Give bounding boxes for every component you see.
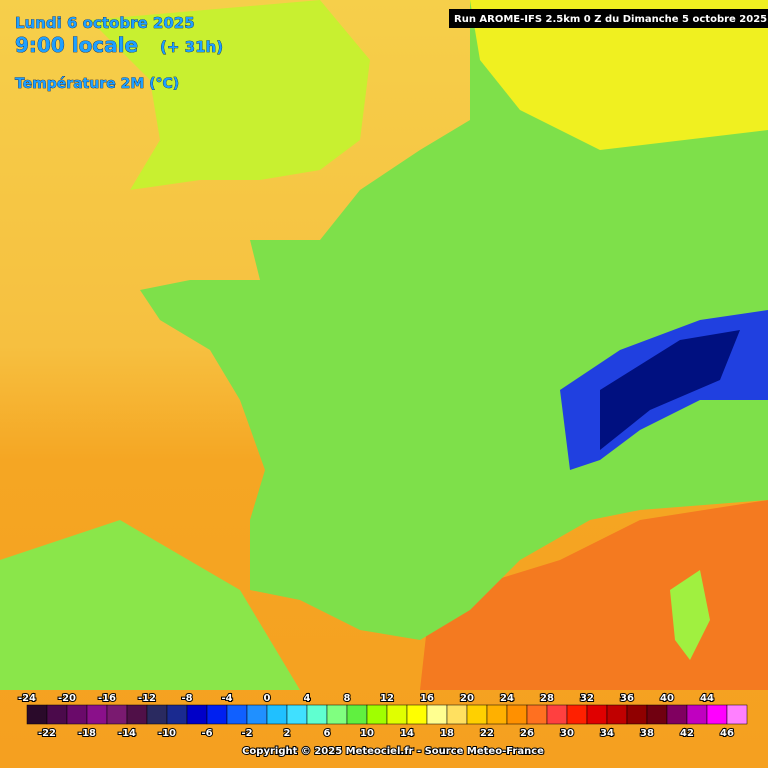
copyright: Copyright © 2025 Meteociel.fr - Source M… — [242, 746, 544, 757]
legend-swatch — [66, 704, 88, 725]
legend-label: 22 — [480, 728, 494, 739]
legend-label: 38 — [640, 728, 654, 739]
legend-swatch — [406, 704, 428, 725]
britain — [90, 0, 370, 190]
legend-label: 6 — [324, 728, 331, 739]
corsica — [670, 570, 710, 660]
legend-label: -6 — [201, 728, 212, 739]
legend-label: -2 — [241, 728, 252, 739]
legend-swatch — [86, 704, 108, 725]
legend-label: 24 — [500, 693, 514, 704]
legend-label: 42 — [680, 728, 694, 739]
north-land — [470, 0, 768, 150]
time: 9:00 locale — [15, 33, 138, 57]
legend-label: -24 — [18, 693, 36, 704]
legend-swatch — [106, 704, 128, 725]
run-info: Run AROME-IFS 2.5km 0 Z du Dimanche 5 oc… — [454, 14, 767, 25]
legend-swatch — [546, 704, 568, 725]
legend-swatch — [586, 704, 608, 725]
legend-label: 10 — [360, 728, 374, 739]
legend-swatch — [466, 704, 488, 725]
legend-label: 14 — [400, 728, 414, 739]
legend-label: -18 — [78, 728, 96, 739]
legend-swatch — [226, 704, 248, 725]
legend-swatch — [26, 704, 48, 725]
legend-label: 26 — [520, 728, 534, 739]
legend-label: 0 — [264, 693, 271, 704]
legend-swatch — [646, 704, 668, 725]
land — [140, 0, 768, 640]
legend-label: 2 — [284, 728, 291, 739]
legend-swatch — [306, 704, 328, 725]
legend-label: -20 — [58, 693, 76, 704]
legend-swatch — [426, 704, 448, 725]
legend-label: 30 — [560, 728, 574, 739]
legend-swatch — [386, 704, 408, 725]
legend-label: 28 — [540, 693, 554, 704]
legend-label: 36 — [620, 693, 634, 704]
legend-label: -10 — [158, 728, 176, 739]
legend-swatch — [706, 704, 728, 725]
legend-label: 46 — [720, 728, 734, 739]
legend-swatch — [566, 704, 588, 725]
legend-label: 20 — [460, 693, 474, 704]
legend-label: -16 — [98, 693, 116, 704]
alps-high — [600, 330, 740, 450]
legend-swatch — [126, 704, 148, 725]
offset: (+ 31h) — [160, 38, 223, 56]
legend-swatch — [686, 704, 708, 725]
legend-label: 12 — [380, 693, 394, 704]
legend-swatch — [506, 704, 528, 725]
legend-swatch — [726, 704, 748, 725]
legend-swatch — [186, 704, 208, 725]
legend-label: -12 — [138, 693, 156, 704]
variable: Température 2M (°C) — [15, 76, 179, 92]
legend-swatch — [526, 704, 548, 725]
legend-swatch — [326, 704, 348, 725]
legend-swatch — [286, 704, 308, 725]
legend-label: 16 — [420, 693, 434, 704]
legend-label: 8 — [344, 693, 351, 704]
legend-label: 32 — [580, 693, 594, 704]
legend-label: -4 — [221, 693, 232, 704]
legend-label: 34 — [600, 728, 614, 739]
legend-label: 18 — [440, 728, 454, 739]
legend-swatch — [246, 704, 268, 725]
legend-label: 4 — [304, 693, 311, 704]
legend-label: 44 — [700, 693, 714, 704]
legend-swatch — [346, 704, 368, 725]
legend-swatch — [146, 704, 168, 725]
legend-label: 40 — [660, 693, 674, 704]
legend-label: -22 — [38, 728, 56, 739]
legend: -24-22-20-18-16-14-12-10-8-6-4-202468101… — [17, 692, 748, 740]
legend-swatch — [46, 704, 68, 725]
legend-swatch — [206, 704, 228, 725]
legend-swatch — [446, 704, 468, 725]
legend-swatch — [626, 704, 648, 725]
run-box — [449, 9, 768, 28]
date: Lundi 6 octobre 2025 — [15, 14, 195, 32]
legend-swatch — [486, 704, 508, 725]
legend-swatch — [166, 704, 188, 725]
legend-swatch — [666, 704, 688, 725]
legend-label: -14 — [118, 728, 136, 739]
legend-swatch — [606, 704, 628, 725]
legend-swatch — [366, 704, 388, 725]
legend-label: -8 — [181, 693, 192, 704]
legend-swatch — [266, 704, 288, 725]
spain — [0, 520, 300, 690]
